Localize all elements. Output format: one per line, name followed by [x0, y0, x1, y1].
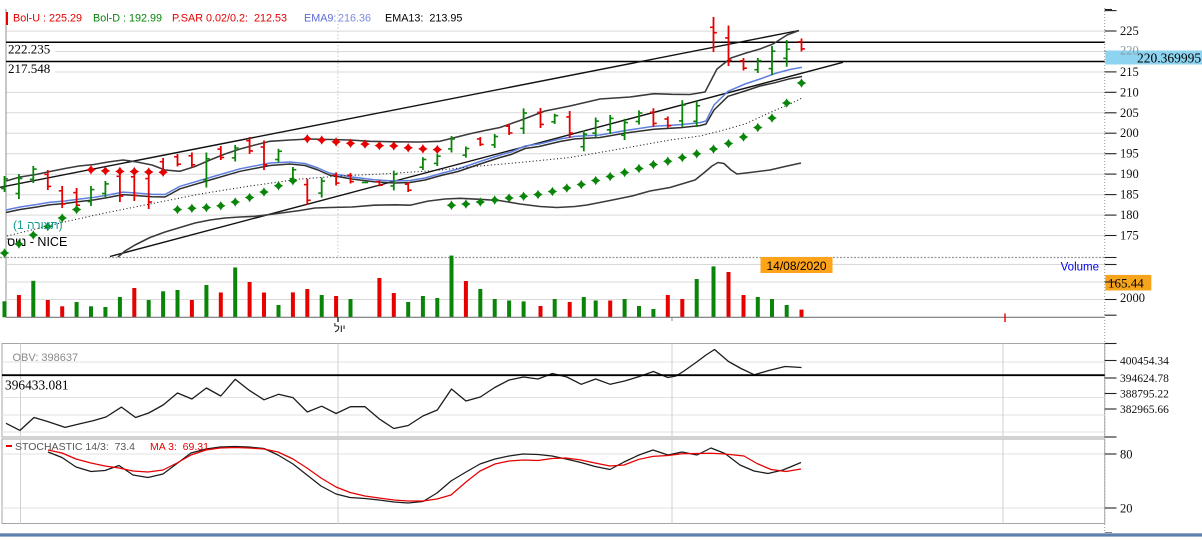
svg-text:Bol-U : 225.29: Bol-U : 225.29 [13, 13, 82, 25]
svg-text:STOCHASTIC 14/3: 73.4: STOCHASTIC 14/3: 73.4 [15, 441, 135, 453]
svg-text:225: 225 [1120, 24, 1139, 38]
svg-text:220: 220 [1120, 44, 1139, 58]
svg-text:EMA9:: EMA9: [304, 13, 336, 25]
svg-text:200: 200 [1120, 126, 1139, 140]
svg-text:400454.34: 400454.34 [1120, 356, 1169, 368]
svg-text:165.44: 165.44 [1108, 276, 1144, 291]
svg-text:396433.081: 396433.081 [5, 378, 69, 393]
svg-text:382965.66: 382965.66 [1120, 404, 1169, 416]
svg-text:נייס - NICE: נייס - NICE [7, 235, 67, 249]
svg-text:394624.78: 394624.78 [1120, 373, 1169, 385]
svg-text:P.SAR 0.02/0.2: 212.53: P.SAR 0.02/0.2: 212.53 [172, 13, 287, 25]
svg-text:20: 20 [1120, 502, 1133, 516]
svg-text:220.369995: 220.369995 [1137, 51, 1201, 66]
svg-text:EMA13: 213.95: EMA13: 213.95 [385, 13, 462, 25]
svg-text:2000: 2000 [1120, 291, 1145, 305]
svg-text:210: 210 [1120, 85, 1139, 99]
svg-text:216.36: 216.36 [338, 13, 371, 25]
svg-text:80: 80 [1120, 448, 1133, 462]
svg-text:14/08/2020: 14/08/2020 [766, 259, 826, 273]
svg-text:(תצורה 1): (תצורה 1) [13, 218, 63, 232]
svg-text:185: 185 [1120, 188, 1139, 202]
svg-text:388795.22: 388795.22 [1120, 389, 1169, 401]
svg-text:Volume: Volume [1061, 262, 1099, 274]
svg-text:195: 195 [1120, 147, 1139, 161]
svg-text:205: 205 [1120, 106, 1139, 120]
svg-text:217.548: 217.548 [8, 61, 50, 76]
svg-text:175: 175 [1120, 229, 1139, 243]
svg-text:190: 190 [1120, 167, 1139, 181]
svg-text:יול: יול [334, 322, 346, 335]
svg-text:OBV: 398637: OBV: 398637 [13, 352, 79, 364]
svg-text:180: 180 [1120, 208, 1139, 222]
svg-text:Bol-D : 192.99: Bol-D : 192.99 [93, 13, 162, 25]
svg-text:222.235: 222.235 [8, 42, 50, 57]
svg-text:MA 3: 69.31: MA 3: 69.31 [150, 441, 209, 453]
svg-text:215: 215 [1120, 65, 1139, 79]
